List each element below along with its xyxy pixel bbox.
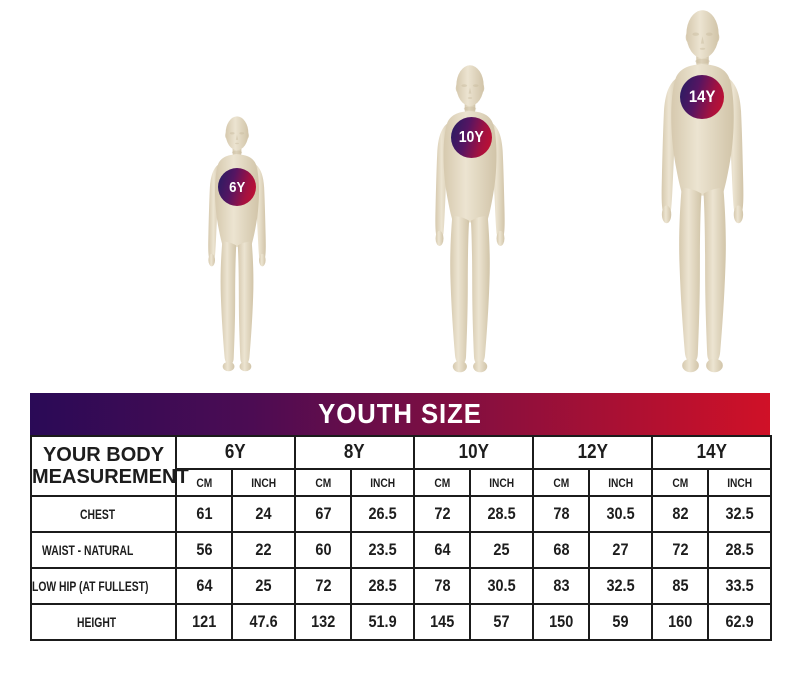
cell: 132: [294, 603, 352, 641]
row-label: CHEST: [30, 495, 177, 533]
col-header-12y: 12Y: [532, 435, 653, 470]
size-table: YOUR BODY MEASUREMENT 6Y 8Y 10Y 12Y 14Y …: [30, 435, 772, 641]
size-badge-10y-label: 10Y: [458, 128, 485, 146]
cell: 68: [532, 531, 590, 569]
unit-cm-label: CM: [315, 475, 331, 490]
cell: 51.9: [350, 603, 415, 641]
cell: 22: [231, 531, 296, 569]
cell: 62.9: [707, 603, 772, 641]
measurement-header: YOUR BODY MEASUREMENT: [30, 435, 189, 497]
size-header-row: YOUR BODY MEASUREMENT 6Y 8Y 10Y 12Y 14Y: [30, 435, 772, 497]
cell: 82: [651, 495, 709, 533]
cell: 64: [175, 567, 233, 605]
cell: 78: [532, 495, 590, 533]
unit-cm-label: CM: [672, 475, 688, 490]
mannequin-10y: [435, 65, 505, 373]
cell: 145: [413, 603, 471, 641]
unit-header-inch: INCH: [231, 468, 296, 497]
cell: 47.6: [231, 603, 296, 641]
col-header-8y: 8Y: [294, 435, 415, 470]
size-badge-14y: 14Y: [680, 75, 724, 119]
unit-header-cm: CM: [532, 468, 590, 497]
cell: 60: [294, 531, 352, 569]
row-label-text: HEIGHT: [77, 614, 117, 630]
size-badge-6y: 6Y: [218, 168, 256, 206]
unit-inch-label: INCH: [251, 475, 276, 490]
mannequin-6y: [208, 116, 266, 372]
cell: 28.5: [707, 531, 772, 569]
cell: 30.5: [469, 567, 534, 605]
unit-header-inch: INCH: [588, 468, 653, 497]
table-title: YOUTH SIZE: [318, 398, 482, 429]
col-header-14y: 14Y: [651, 435, 772, 470]
col-header-14y-label: 14Y: [696, 441, 727, 463]
cell: 32.5: [588, 567, 653, 605]
cell: 28.5: [350, 567, 415, 605]
row-label: HEIGHT: [30, 603, 177, 641]
row-label: LOW HIP (AT FULLEST): [30, 567, 177, 605]
cell: 83: [532, 567, 590, 605]
cell: 72: [413, 495, 471, 533]
unit-header-cm: CM: [651, 468, 709, 497]
cell: 23.5: [350, 531, 415, 569]
table-title-banner: YOUTH SIZE: [30, 393, 770, 435]
cell: 33.5: [707, 567, 772, 605]
col-header-10y-label: 10Y: [458, 441, 489, 463]
col-header-10y: 10Y: [413, 435, 534, 470]
cell: 27: [588, 531, 653, 569]
cell: 121: [175, 603, 233, 641]
unit-inch-label: INCH: [727, 475, 752, 490]
cell: 30.5: [588, 495, 653, 533]
unit-header-row: CM INCH CM INCH CM INCH CM INCH CM INCH: [31, 468, 772, 497]
cell: 160: [651, 603, 709, 641]
cell: 25: [469, 531, 534, 569]
cell: 85: [651, 567, 709, 605]
row-label-text: CHEST: [79, 506, 115, 522]
size-badge-10y: 10Y: [451, 117, 492, 158]
size-table-section: YOUTH SIZE YOUR BODY MEASUREMENT 6Y 8Y 1…: [30, 393, 772, 641]
unit-cm-label: CM: [553, 475, 569, 490]
table-row-chest: CHEST 61 24 67 26.5 72 28.5 78 30.5 82 3…: [30, 495, 772, 533]
cell: 64: [413, 531, 471, 569]
cell: 78: [413, 567, 471, 605]
cell: 57: [469, 603, 534, 641]
row-label-text: LOW HIP (AT FULLEST): [32, 578, 149, 594]
unit-header-inch: INCH: [469, 468, 534, 497]
cell: 26.5: [350, 495, 415, 533]
col-header-6y-label: 6Y: [225, 441, 246, 463]
cell: 67: [294, 495, 352, 533]
row-label-text: WAIST - NATURAL: [41, 542, 134, 558]
size-badge-6y-label: 6Y: [228, 178, 246, 196]
row-label: WAIST - NATURAL: [30, 531, 177, 569]
unit-inch-label: INCH: [370, 475, 395, 490]
mannequin-14y: [661, 10, 744, 373]
cell: 24: [231, 495, 296, 533]
cell: 61: [175, 495, 233, 533]
unit-header-cm: CM: [175, 468, 233, 497]
table-row-height: HEIGHT 121 47.6 132 51.9 145 57 150 59 1…: [30, 603, 772, 641]
table-row-waist: WAIST - NATURAL 56 22 60 23.5 64 25 68 2…: [30, 531, 772, 569]
cell: 28.5: [469, 495, 534, 533]
unit-inch-label: INCH: [489, 475, 514, 490]
col-header-12y-label: 12Y: [577, 441, 608, 463]
unit-cm-label: CM: [196, 475, 212, 490]
unit-inch-label: INCH: [608, 475, 633, 490]
unit-header-cm: CM: [294, 468, 352, 497]
table-row-lowhip: LOW HIP (AT FULLEST) 64 25 72 28.5 78 30…: [30, 567, 772, 605]
unit-cm-label: CM: [434, 475, 450, 490]
size-badge-14y-label: 14Y: [688, 87, 716, 106]
cell: 56: [175, 531, 233, 569]
cell: 25: [231, 567, 296, 605]
cell: 150: [532, 603, 590, 641]
unit-header-inch: INCH: [350, 468, 415, 497]
unit-header-inch: INCH: [707, 468, 772, 497]
col-header-6y: 6Y: [175, 435, 296, 470]
unit-header-cm: CM: [413, 468, 471, 497]
cell: 59: [588, 603, 653, 641]
col-header-8y-label: 8Y: [344, 441, 365, 463]
cell: 72: [294, 567, 352, 605]
cell: 72: [651, 531, 709, 569]
cell: 32.5: [707, 495, 772, 533]
